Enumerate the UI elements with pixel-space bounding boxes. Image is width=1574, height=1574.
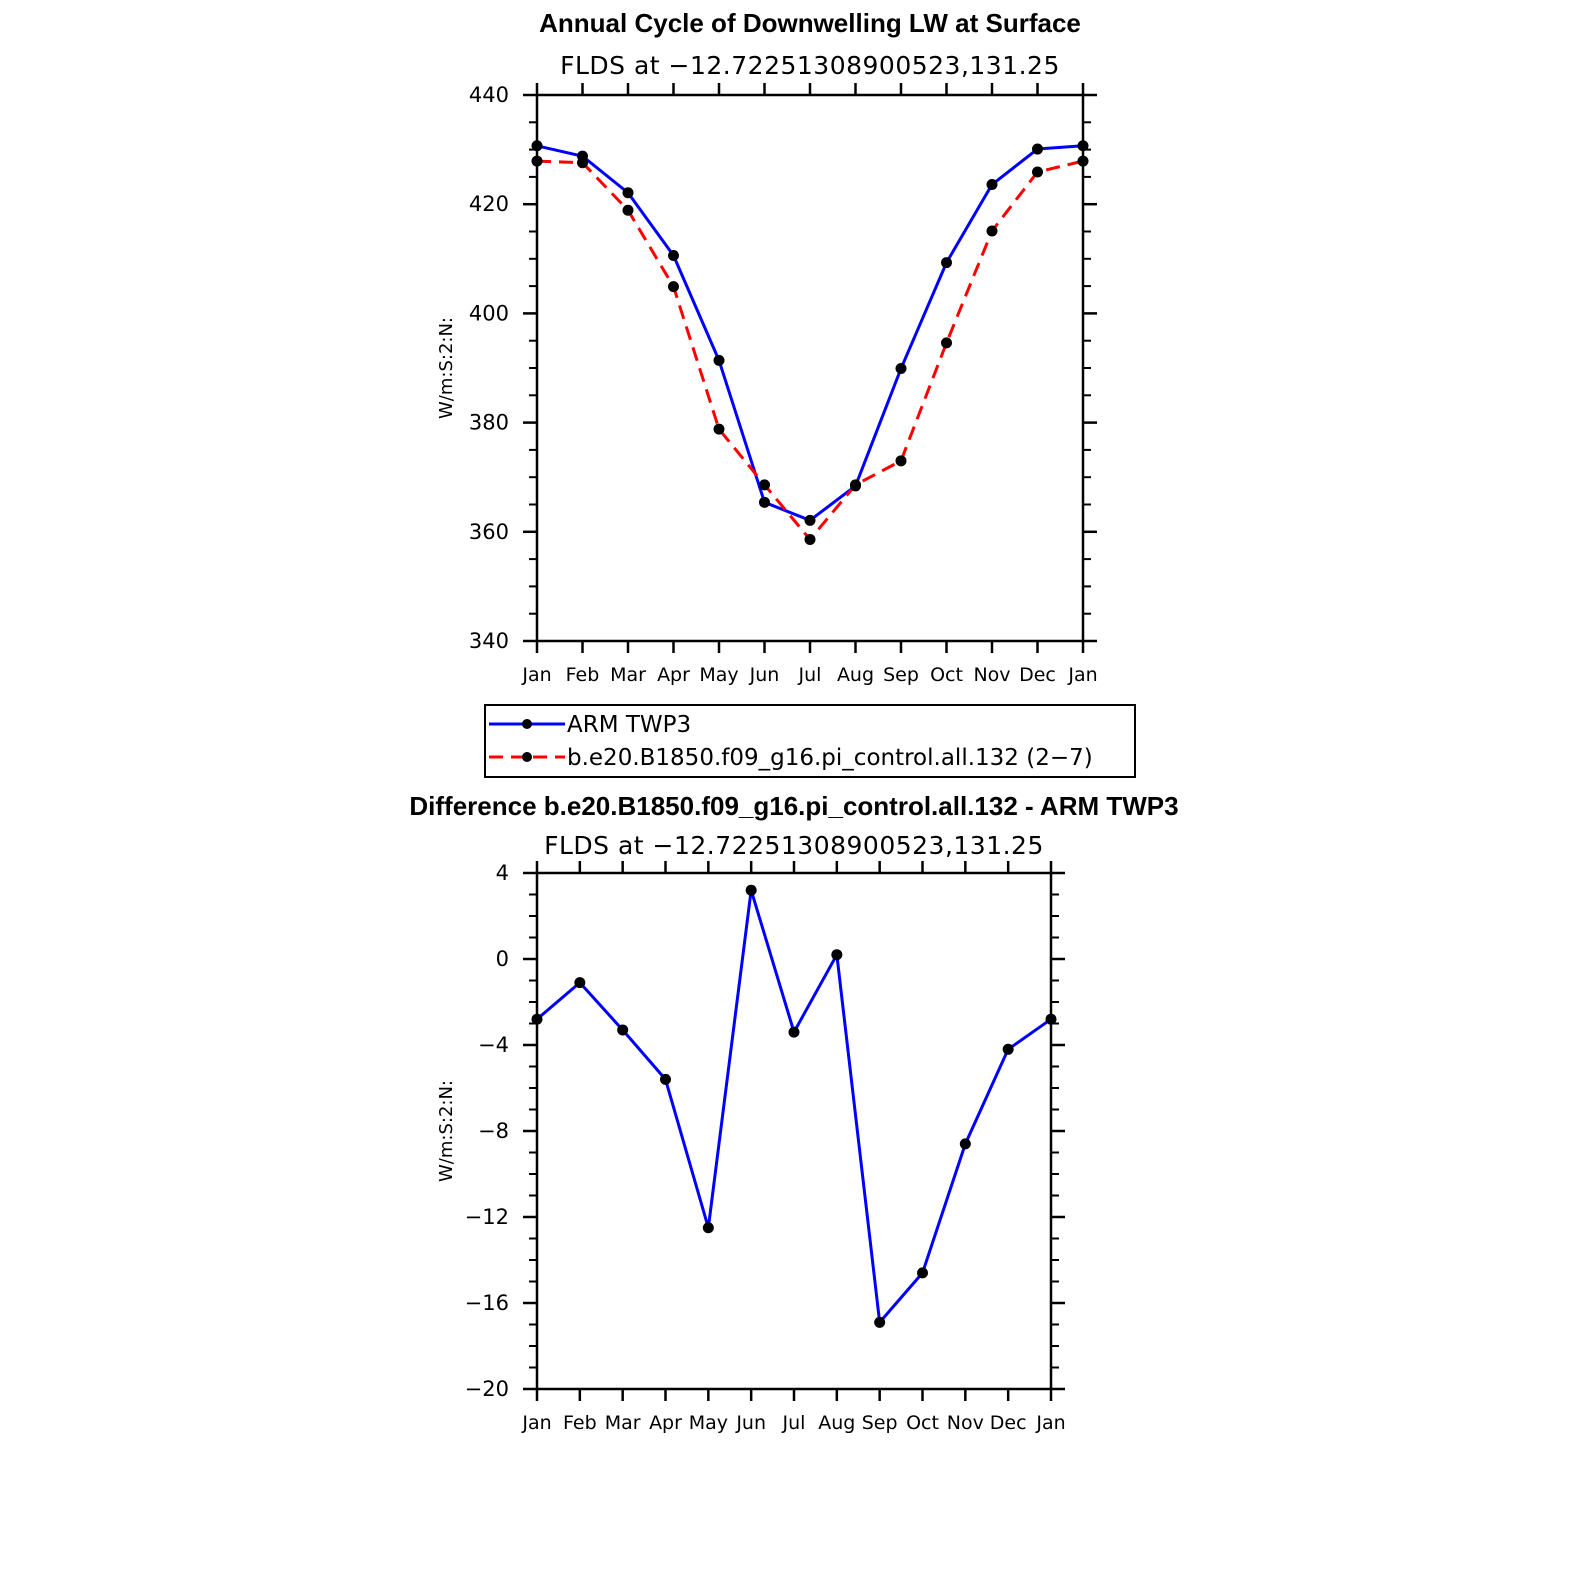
y-tick-label: 340: [469, 629, 509, 653]
data-point-s0-3: [668, 250, 679, 262]
data-point-s0-0: [531, 140, 543, 152]
data-point-s0-1: [574, 977, 586, 989]
x-tick-label: Mar: [610, 664, 646, 686]
y-tick-label: −8: [478, 1119, 509, 1143]
data-point-s1-8: [895, 455, 907, 467]
x-tick-label: Nov: [973, 664, 1010, 686]
data-point-s1-1: [577, 157, 588, 169]
data-point-s0-2: [617, 1024, 629, 1036]
x-tick-label: Apr: [657, 664, 690, 686]
x-tick-label: Oct: [906, 1412, 939, 1434]
x-tick-label: Dec: [990, 1412, 1027, 1434]
data-point-s0-4: [713, 354, 725, 366]
data-point-s0-5: [745, 884, 757, 896]
data-point-s0-6: [804, 514, 816, 526]
x-tick-label: Apr: [649, 1412, 682, 1434]
data-point-s0-8: [874, 1316, 886, 1328]
difference-chart: Difference b.e20.B1850.f09_g16.pi_contro…: [409, 791, 1178, 1434]
x-tick-label: Aug: [837, 664, 874, 686]
legend-label-0: ARM TWP3: [567, 712, 691, 738]
data-point-s0-8: [895, 363, 907, 375]
series-line-0: [536, 888, 1052, 1324]
legend-label-1: b.e20.B1850.f09_g16.pi_control.all.132 (…: [567, 745, 1093, 771]
data-point-s1-12: [1077, 155, 1089, 167]
x-tick-label: Jul: [782, 1412, 806, 1434]
y-tick-label: −12: [465, 1205, 509, 1229]
data-point-s0-7: [831, 949, 843, 961]
data-point-s1-4: [713, 423, 725, 435]
legend-box: [484, 704, 1136, 778]
data-point-s0-9: [917, 1267, 928, 1279]
x-tick-label: Sep: [862, 1412, 898, 1434]
x-tick-label: Sep: [883, 664, 919, 686]
annual-cycle-chart: Annual Cycle of Downwelling LW at Surfac…: [436, 8, 1098, 686]
data-point-s1-11: [1032, 166, 1043, 178]
data-point-s0-10: [959, 1138, 971, 1150]
x-tick-label: Oct: [930, 664, 963, 686]
x-tick-label: May: [699, 664, 738, 686]
data-point-s0-10: [986, 179, 998, 191]
data-point-s0-2: [622, 187, 634, 199]
y-axis-label: W/m:S:2:N:: [436, 1080, 457, 1182]
legend-marker-0: [522, 719, 532, 729]
data-point-s1-3: [668, 281, 679, 293]
y-axis-label: W/m:S:2:N:: [436, 317, 457, 419]
data-point-s0-9: [941, 257, 952, 269]
y-tick-label: 420: [469, 192, 509, 216]
series-line-1: [536, 159, 1084, 541]
x-tick-label: Feb: [563, 1412, 597, 1434]
x-tick-label: Aug: [818, 1412, 855, 1434]
data-point-s1-6: [804, 533, 816, 545]
data-point-s1-9: [941, 337, 952, 349]
plot-frame: [535, 871, 1053, 1391]
data-point-s0-6: [788, 1026, 800, 1038]
y-tick-label: 440: [469, 83, 509, 107]
y-tick-label: 380: [469, 411, 509, 435]
legend: ARM TWP3 b.e20.B1850.f09_g16.pi_control.a…: [484, 704, 1136, 778]
y-tick-label: −16: [465, 1291, 509, 1315]
x-tick-label: Jun: [749, 664, 780, 686]
x-tick-label: Jan: [1035, 1412, 1065, 1434]
data-point-s1-10: [986, 225, 998, 237]
y-tick-label: −4: [478, 1033, 509, 1057]
y-tick-label: −20: [465, 1377, 509, 1401]
y-tick-label: 400: [469, 301, 509, 325]
x-tick-label: Jan: [521, 1412, 551, 1434]
data-point-s0-12: [1077, 140, 1089, 152]
x-tick-label: May: [689, 1412, 728, 1434]
data-point-s0-0: [531, 1013, 543, 1025]
x-tick-label: Jan: [1067, 664, 1097, 686]
y-tick-label: 0: [496, 947, 509, 971]
data-point-s0-11: [1032, 143, 1043, 155]
data-point-s1-0: [531, 155, 543, 167]
data-point-s0-4: [702, 1222, 714, 1234]
chart-subtitle: FLDS at −12.72251308900523,131.25: [544, 831, 1044, 860]
y-tick-label: 4: [496, 861, 509, 885]
y-tick-label: 360: [469, 520, 509, 544]
x-tick-label: Jun: [735, 1412, 766, 1434]
x-tick-label: Jan: [521, 664, 551, 686]
data-point-s0-5: [759, 496, 770, 508]
data-point-s1-5: [759, 479, 770, 491]
legend-marker-1: [522, 752, 532, 762]
data-point-s0-12: [1045, 1013, 1057, 1025]
data-point-s1-7: [850, 479, 861, 491]
chart-title: Annual Cycle of Downwelling LW at Surfac…: [539, 8, 1081, 38]
x-tick-label: Mar: [605, 1412, 641, 1434]
x-tick-label: Dec: [1019, 664, 1056, 686]
chart-subtitle: FLDS at −12.72251308900523,131.25: [560, 51, 1060, 80]
chart-title: Difference b.e20.B1850.f09_g16.pi_contro…: [409, 791, 1178, 821]
data-point-s1-2: [622, 204, 634, 216]
x-tick-label: Nov: [947, 1412, 984, 1434]
x-tick-label: Jul: [798, 664, 822, 686]
data-point-s0-11: [1002, 1043, 1014, 1055]
data-point-s0-3: [660, 1073, 671, 1085]
x-tick-label: Feb: [566, 664, 600, 686]
